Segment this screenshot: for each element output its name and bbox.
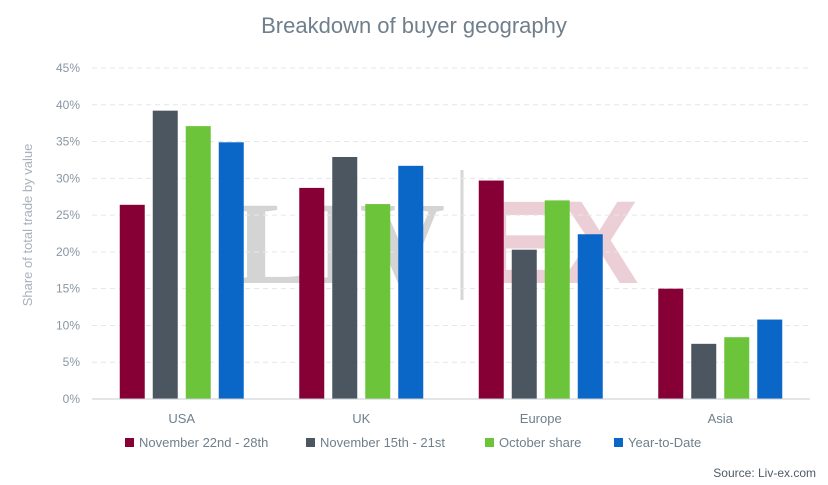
bar — [478, 180, 504, 399]
y-tick-label: 5% — [63, 355, 81, 369]
bar — [365, 204, 391, 399]
legend-item: November 15th - 21st — [306, 435, 445, 450]
bar — [511, 249, 537, 399]
y-tick-label: 20% — [56, 245, 80, 259]
y-tick-label: 40% — [56, 98, 80, 112]
bar — [119, 204, 145, 399]
bar — [691, 343, 717, 399]
x-axis-categories: USA UK Europe Asia — [168, 411, 733, 426]
y-tick-label: 15% — [56, 282, 80, 296]
legend-swatch — [614, 438, 623, 447]
legend-swatch — [485, 438, 494, 447]
bar — [332, 157, 358, 399]
x-category-label: Europe — [520, 411, 562, 426]
bar — [398, 165, 424, 399]
bar — [185, 126, 211, 399]
x-category-label: USA — [168, 411, 195, 426]
legend-swatch — [125, 438, 134, 447]
y-tick-label: 30% — [56, 171, 80, 185]
chart-title: Breakdown of buyer geography — [261, 13, 567, 38]
y-tick-label: 0% — [63, 392, 81, 406]
x-category-label: Asia — [708, 411, 734, 426]
bar — [577, 234, 603, 399]
source-note: Source: Liv-ex.com — [713, 466, 816, 480]
legend-label: Year-to-Date — [628, 435, 701, 450]
y-tick-label: 35% — [56, 135, 80, 149]
x-category-label: UK — [352, 411, 370, 426]
legend-item: October share — [485, 435, 581, 450]
legend-label: November 22nd - 28th — [139, 435, 268, 450]
bars — [119, 110, 783, 399]
bar — [658, 288, 684, 399]
legend-label: November 15th - 21st — [320, 435, 445, 450]
legend-label: October share — [499, 435, 581, 450]
gridlines — [92, 67, 810, 363]
y-tick-label: 45% — [56, 61, 80, 75]
y-tick-label: 25% — [56, 208, 80, 222]
legend-item: Year-to-Date — [614, 435, 701, 450]
y-axis-label: Share of total trade by value — [20, 144, 35, 307]
bar — [724, 337, 750, 399]
legend: November 22nd - 28th November 15th - 21st… — [125, 435, 701, 450]
y-axis-ticks: 0% 5% 10% 15% 20% 25% 30% 35% 40% 45% — [56, 61, 80, 406]
y-tick-label: 10% — [56, 318, 80, 332]
bar — [152, 110, 178, 399]
bar — [544, 200, 570, 399]
legend-item: November 22nd - 28th — [125, 435, 268, 450]
bar — [757, 319, 783, 399]
legend-swatch — [306, 438, 315, 447]
bar — [218, 142, 244, 399]
bar — [299, 187, 325, 399]
